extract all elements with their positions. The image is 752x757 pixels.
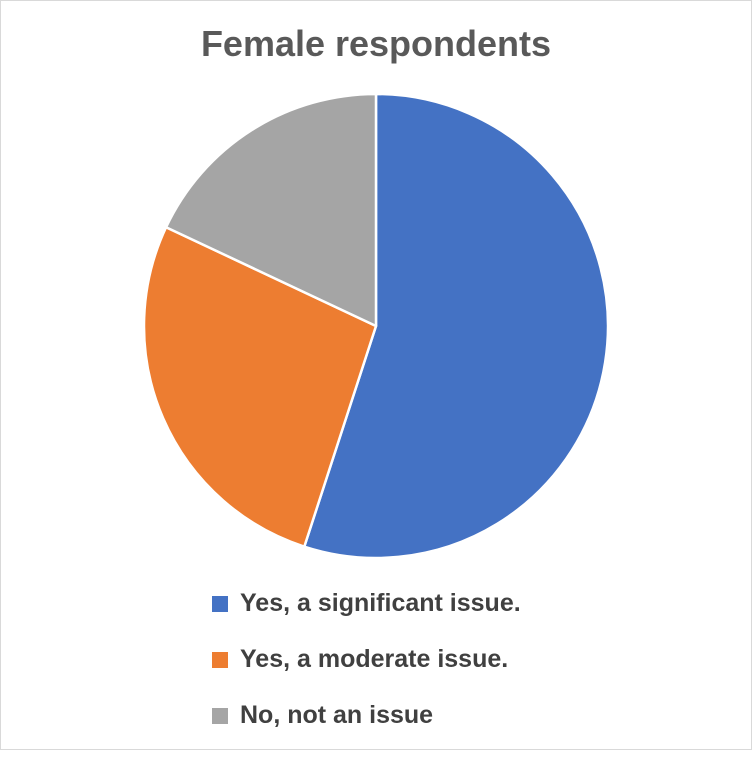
pie-slice-3 [164,92,378,328]
legend-item: No, not an issue [212,701,712,730]
legend-swatch [212,595,228,612]
legend-label: Yes, a significant issue. [240,589,521,617]
legend-label: Yes, a moderate issue. [240,645,509,673]
chart-legend: Yes, a significant issue. Yes, a moderate… [212,589,712,757]
pie-slice-2 [142,225,378,548]
legend-swatch [212,707,228,724]
legend-item: Yes, a moderate issue. [212,645,712,674]
chart-title: Female respondents [200,23,552,64]
legend-item: Yes, a significant issue. [212,589,712,618]
pie-slice-1 [303,92,610,560]
legend-swatch [212,651,228,668]
legend-label: No, not an issue [240,701,434,729]
